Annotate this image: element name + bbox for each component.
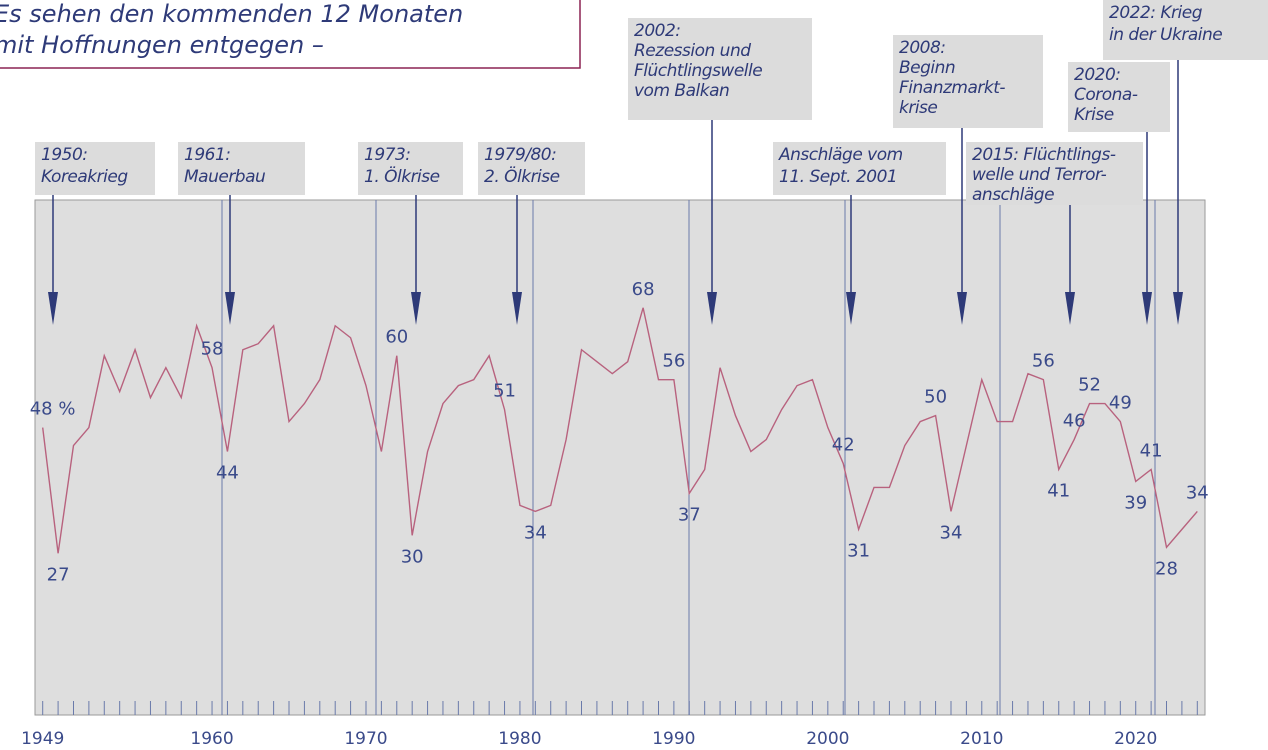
value-label: 50 [924,387,947,408]
annotation-box [1068,62,1170,132]
chart-title: Es sehen den kommenden 12 Monaten [0,0,463,28]
annotation-text: Beginn [899,58,955,78]
arrow-head [512,292,522,325]
annotation-text: 1973: [364,145,411,165]
x-tick-label: 1949 [21,729,64,749]
annotation-text: 2022: Krieg [1109,3,1203,23]
value-label: 56 [662,351,685,372]
annotation-box [35,142,155,195]
value-label: 49 [1109,393,1132,414]
arrow-head [411,292,421,325]
annotation-text: Rezession und [634,41,751,61]
value-label: 30 [401,546,424,567]
annotation-box [966,142,1143,205]
value-label: 52 [1078,375,1101,396]
annotation-text: Koreakrieg [41,167,128,187]
x-tick-label: 2000 [806,729,849,749]
value-label: 31 [847,540,870,561]
annotation-text: 1961: [184,145,231,165]
annotation-box [358,142,463,195]
value-label: 46 [1063,411,1086,432]
arrow-head [1142,292,1152,325]
value-label: 41 [1047,480,1070,501]
value-label: 48 % [30,399,76,420]
value-label: 34 [524,522,547,543]
plot-area [34,199,1206,716]
annotation-text: Anschläge vom [778,145,903,165]
annotation-text: welle und Terror- [972,165,1107,185]
x-tick-label: 1970 [344,729,387,749]
annotation-text: vom Balkan [634,81,729,101]
value-label: 27 [47,564,70,585]
annotation-box [478,142,585,195]
data-line [42,307,1198,554]
annotation-text: krise [899,98,937,118]
annotation-text: anschläge [972,185,1054,205]
annotation-box [628,18,812,120]
x-tick-label: 2010 [960,729,1003,749]
x-tick-label: 1980 [498,729,541,749]
x-tick-label: 2020 [1114,729,1157,749]
annotation-text: 2002: [634,21,681,41]
value-label: 34 [1186,482,1209,503]
annotation-text: 1979/80: [484,145,556,165]
arrow-head [707,292,717,325]
value-label: 68 [632,279,655,300]
decade-lines [221,200,1156,715]
arrow-head [957,292,967,325]
value-label: 41 [1140,440,1163,461]
arrow-head [225,292,235,325]
value-label: 51 [493,381,516,402]
annotation-text: 2020: [1074,65,1121,85]
chart-title: mit Hoffnungen entgegen – [0,31,324,59]
annotation-text: Krise [1074,105,1114,125]
annotation-text: 2. Ölkrise [484,165,560,187]
value-label: 56 [1032,351,1055,372]
arrow-head [1173,292,1183,325]
annotation-box [893,35,1043,128]
arrow-head [846,292,856,325]
value-label: 39 [1124,492,1147,513]
value-label: 28 [1155,558,1178,579]
annotation-text: in der Ukraine [1109,25,1222,45]
arrow-head [1065,292,1075,325]
annotation-text: 1950: [41,145,88,165]
arrow-head [48,292,58,325]
annotation-text: Flüchtlingswelle [634,61,762,81]
annotation-text: Corona- [1074,85,1138,105]
title-box [0,0,581,69]
value-label: 34 [940,522,963,543]
annotation-box [1103,0,1268,60]
annotation-text: 2008: [899,38,946,58]
annotation-text: Mauerbau [184,167,266,187]
x-tick-label: 1960 [190,729,233,749]
annotation-text: 2015: Flüchtlings- [972,145,1116,165]
value-label: 42 [832,434,855,455]
value-label: 37 [678,504,701,525]
annotation-text: 1. Ölkrise [364,165,440,187]
value-label: 60 [385,327,408,348]
annotation-box [773,142,946,195]
value-label: 44 [216,463,239,484]
annotation-box [178,142,305,195]
value-label: 58 [201,339,224,360]
annotation-text: Finanzmarkt- [899,78,1005,98]
x-tick-label: 1990 [652,729,695,749]
annotation-text: 11. Sept. 2001 [779,167,897,187]
